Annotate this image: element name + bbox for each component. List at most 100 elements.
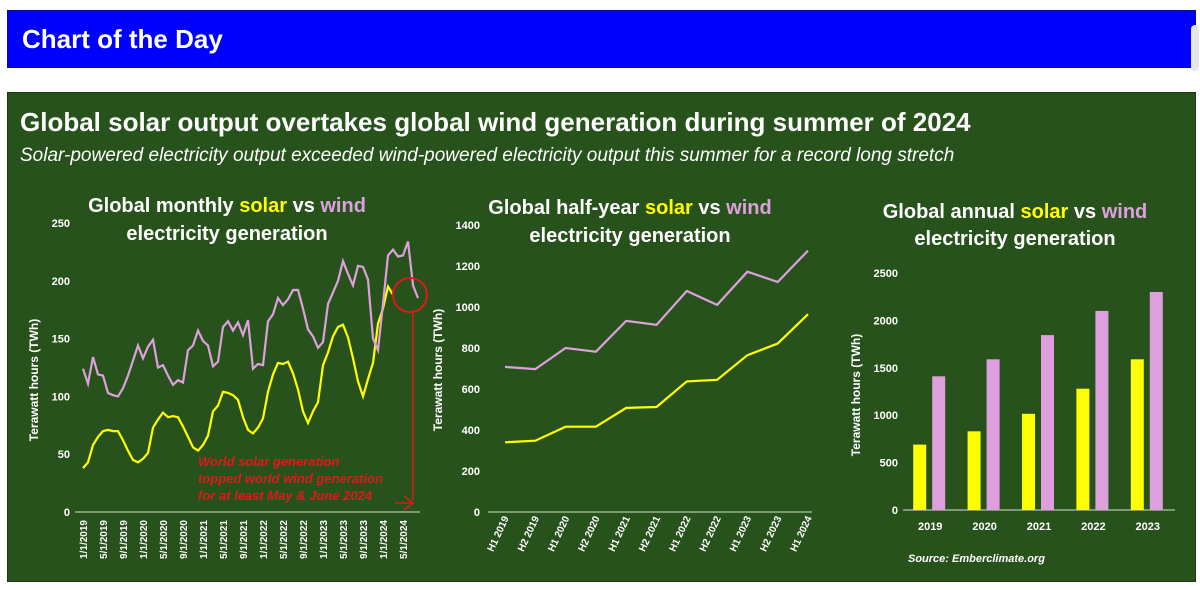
monthly-ytick-100: 100 — [52, 391, 70, 403]
monthly-xtick-1: 5/1/2019 — [99, 520, 110, 559]
halfyear-title-line1: Global half-year solar vs wind — [488, 197, 771, 219]
annual-ytick-2000: 2000 — [874, 315, 898, 327]
monthly-xtick-6: 1/1/2021 — [199, 520, 210, 559]
halfyear-xtick-10: H1 2024 — [789, 514, 815, 553]
monthly-xtick-2: 9/1/2019 — [119, 520, 130, 559]
halfyear-xtick-4: H1 2021 — [607, 514, 633, 553]
annual-title-part-1: solar — [1021, 201, 1069, 223]
annual-title-line1: Global annual solar vs wind — [883, 201, 1148, 223]
halfyear-xtick-7: H2 2022 — [698, 514, 724, 553]
annual-ytick-1500: 1500 — [874, 363, 898, 375]
annual-bar-solar-2023 — [1130, 359, 1144, 510]
source-note: Source: Emberclimate.org — [908, 553, 1045, 565]
monthly-title-line2: electricity generation — [126, 223, 327, 245]
halfyear-ytick-1200: 1200 — [456, 261, 480, 273]
annual-xtick-2023: 2023 — [1136, 521, 1160, 533]
monthly-series-wind — [81, 241, 420, 398]
annual-xtick-2021: 2021 — [1027, 521, 1051, 533]
annual-bar-solar-2022 — [1076, 388, 1090, 510]
scrollbar[interactable] — [1191, 25, 1199, 71]
halfyear-title-part-1: solar — [645, 197, 693, 219]
annual-title-part-2: vs — [1068, 201, 1101, 223]
monthly-xtick-9: 1/1/2022 — [259, 520, 270, 559]
monthly-xtick-8: 9/1/2021 — [239, 520, 250, 559]
halfyear-ytick-800: 800 — [462, 343, 480, 355]
annual-title-part-3: wind — [1101, 201, 1148, 223]
halfyear-xtick-2: H1 2020 — [546, 514, 572, 553]
halfyear-xtick-3: H2 2020 — [577, 514, 603, 553]
halfyear-ytick-1400: 1400 — [456, 220, 480, 232]
halfyear-title-part-2: vs — [693, 197, 726, 219]
monthly-xtick-15: 1/1/2024 — [379, 520, 390, 559]
monthly-title-part-2: vs — [287, 195, 320, 217]
annual-ytick-500: 500 — [880, 458, 898, 470]
annual-xtick-2020: 2020 — [972, 521, 996, 533]
annual-ytick-1000: 1000 — [874, 410, 898, 422]
monthly-ylabel: Terawatt hours (TWh) — [27, 319, 41, 441]
monthly-ytick-50: 50 — [58, 449, 70, 461]
halfyear-ylabel: Terawatt hours (TWh) — [431, 309, 445, 431]
halfyear-series-wind — [504, 249, 809, 371]
monthly-xtick-11: 9/1/2022 — [299, 520, 310, 559]
annual-xtick-2019: 2019 — [918, 521, 942, 533]
monthly-series-solar — [82, 283, 394, 469]
monthly-title-line1: Global monthly solar vs wind — [88, 195, 366, 217]
banner-title: Chart of the Day — [22, 24, 223, 54]
halfyear-ytick-400: 400 — [462, 425, 480, 437]
monthly-xtick-5: 9/1/2020 — [179, 520, 190, 559]
headline: Global solar output overtakes global win… — [20, 107, 971, 137]
annual-ytick-0: 0 — [892, 505, 898, 517]
annotation-line-1: topped world wind generation — [198, 471, 383, 486]
halfyear-xtick-9: H2 2023 — [758, 514, 784, 553]
annual-bar-solar-2020 — [967, 431, 981, 510]
chart-panel: Global solar output overtakes global win… — [7, 92, 1196, 582]
monthly-xtick-10: 5/1/2022 — [279, 520, 290, 559]
annual-bar-wind-2019 — [932, 376, 946, 510]
monthly-xtick-4: 5/1/2020 — [159, 520, 170, 559]
monthly-ytick-250: 250 — [52, 218, 70, 230]
crossover-circle — [392, 277, 428, 313]
annotation-line-2: for at least May & June 2024 — [198, 488, 373, 503]
annual-xtick-2022: 2022 — [1081, 521, 1105, 533]
halfyear-title-line2: electricity generation — [529, 225, 730, 247]
monthly-title-part-0: Global monthly — [88, 195, 239, 217]
halfyear-title-part-0: Global half-year — [488, 197, 645, 219]
monthly-xtick-3: 1/1/2020 — [139, 520, 150, 559]
monthly-ytick-150: 150 — [52, 334, 70, 346]
chart-of-the-day-banner: Chart of the Day — [7, 10, 1199, 71]
halfyear-xtick-8: H1 2023 — [728, 514, 754, 553]
halfyear-ytick-1000: 1000 — [456, 302, 480, 314]
annual-bar-wind-2021 — [1041, 335, 1054, 510]
annual-ylabel: Terawatt hours (TWh) — [849, 334, 863, 456]
annual-ytick-2500: 2500 — [874, 268, 898, 280]
halfyear-ytick-200: 200 — [462, 466, 480, 478]
monthly-ytick-0: 0 — [64, 507, 70, 519]
monthly-title-part-1: solar — [239, 195, 287, 217]
monthly-xtick-12: 1/1/2023 — [319, 520, 330, 559]
halfyear-ytick-0: 0 — [474, 507, 480, 519]
annual-title-part-0: Global annual — [883, 201, 1021, 223]
subheadline: Solar-powered electricity output exceede… — [20, 145, 955, 166]
monthly-ytick-200: 200 — [52, 276, 70, 288]
halfyear-xtick-6: H1 2022 — [668, 514, 694, 553]
monthly-xtick-14: 9/1/2023 — [359, 520, 370, 559]
halfyear-series-solar — [504, 313, 809, 444]
annual-bar-solar-2019 — [913, 444, 927, 510]
monthly-xtick-13: 5/1/2023 — [339, 520, 350, 559]
monthly-xtick-7: 5/1/2021 — [219, 520, 230, 559]
monthly-xtick-0: 1/1/2019 — [79, 520, 90, 559]
halfyear-xtick-5: H2 2021 — [637, 514, 663, 553]
monthly-title-part-3: wind — [319, 195, 366, 217]
annual-bar-wind-2022 — [1095, 310, 1109, 510]
monthly-xtick-16: 5/1/2024 — [399, 520, 410, 559]
halfyear-title-part-3: wind — [725, 197, 772, 219]
halfyear-xtick-1: H2 2019 — [516, 514, 542, 553]
annual-title-line2: electricity generation — [914, 228, 1115, 250]
annual-bar-wind-2023 — [1149, 292, 1163, 510]
halfyear-xtick-0: H1 2019 — [486, 514, 512, 553]
halfyear-ytick-600: 600 — [462, 384, 480, 396]
annotation-line-0: World solar generation — [198, 454, 339, 469]
annual-bar-solar-2021 — [1022, 413, 1035, 510]
annual-bar-wind-2020 — [986, 359, 1000, 510]
